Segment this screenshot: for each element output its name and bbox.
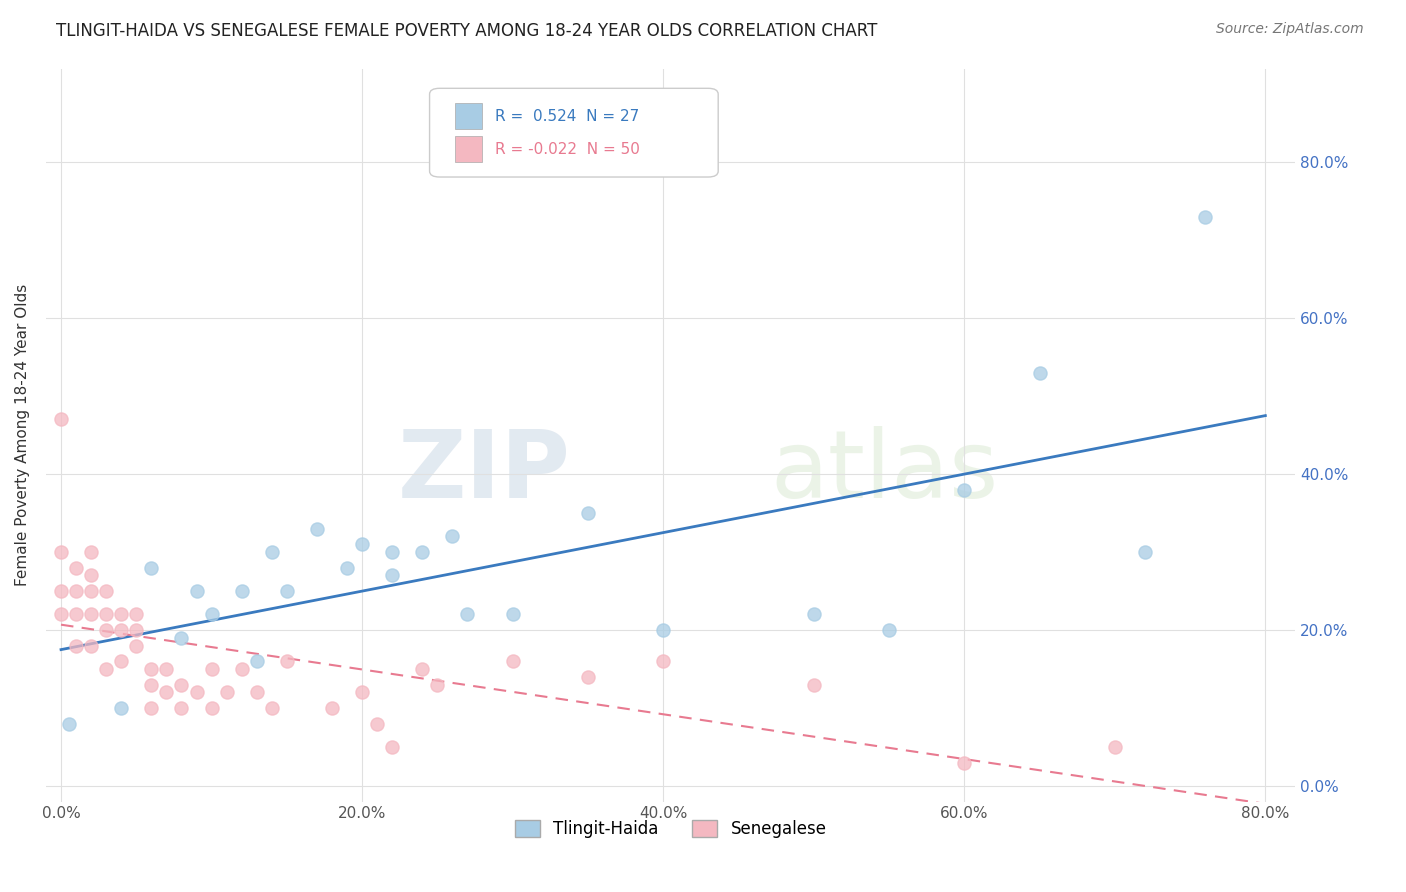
Point xyxy=(576,506,599,520)
Point xyxy=(125,607,148,622)
Point xyxy=(110,654,132,668)
Text: ZIP: ZIP xyxy=(398,425,571,517)
Point xyxy=(352,537,374,551)
Point xyxy=(96,584,118,599)
Text: Source: ZipAtlas.com: Source: ZipAtlas.com xyxy=(1216,22,1364,37)
Point xyxy=(49,607,72,622)
Text: R =  0.524  N = 27: R = 0.524 N = 27 xyxy=(495,109,638,124)
Point xyxy=(80,639,103,653)
Point xyxy=(96,662,118,676)
Point xyxy=(456,607,478,622)
Point xyxy=(80,584,103,599)
Point xyxy=(652,623,675,637)
Y-axis label: Female Poverty Among 18-24 Year Olds: Female Poverty Among 18-24 Year Olds xyxy=(15,284,30,586)
FancyBboxPatch shape xyxy=(430,88,718,177)
Point xyxy=(65,560,87,574)
Text: TLINGIT-HAIDA VS SENEGALESE FEMALE POVERTY AMONG 18-24 YEAR OLDS CORRELATION CHA: TLINGIT-HAIDA VS SENEGALESE FEMALE POVER… xyxy=(56,22,877,40)
Point xyxy=(200,607,222,622)
Point xyxy=(96,623,118,637)
Point xyxy=(1028,366,1050,380)
Point xyxy=(110,701,132,715)
FancyBboxPatch shape xyxy=(454,136,482,162)
Point xyxy=(141,662,163,676)
Point xyxy=(305,522,328,536)
Point xyxy=(276,584,298,599)
Point xyxy=(80,545,103,559)
Point xyxy=(502,607,524,622)
Text: R = -0.022  N = 50: R = -0.022 N = 50 xyxy=(495,142,640,157)
Point xyxy=(110,607,132,622)
Point xyxy=(652,654,675,668)
Point xyxy=(411,662,433,676)
Point xyxy=(426,677,449,691)
Point xyxy=(953,756,976,770)
Legend: Tlingit-Haida, Senegalese: Tlingit-Haida, Senegalese xyxy=(509,813,834,845)
Point xyxy=(803,607,825,622)
Point xyxy=(1133,545,1156,559)
Point xyxy=(96,607,118,622)
Point xyxy=(186,584,208,599)
Point xyxy=(576,670,599,684)
Point xyxy=(381,568,404,582)
Point xyxy=(260,701,283,715)
Point xyxy=(200,662,222,676)
Point xyxy=(65,584,87,599)
Point xyxy=(125,639,148,653)
Point xyxy=(65,607,87,622)
Point xyxy=(80,568,103,582)
Point xyxy=(276,654,298,668)
Point xyxy=(1104,739,1126,754)
Point xyxy=(502,654,524,668)
Point xyxy=(321,701,343,715)
Point xyxy=(49,584,72,599)
Point xyxy=(352,685,374,699)
Point xyxy=(246,685,269,699)
Point xyxy=(155,662,177,676)
Point xyxy=(49,545,72,559)
Point xyxy=(170,631,193,645)
Point xyxy=(141,677,163,691)
Point xyxy=(155,685,177,699)
Point xyxy=(877,623,900,637)
Point xyxy=(441,529,464,543)
Point xyxy=(366,716,388,731)
Point xyxy=(260,545,283,559)
Point xyxy=(170,677,193,691)
Point xyxy=(803,677,825,691)
Point xyxy=(200,701,222,715)
Text: atlas: atlas xyxy=(770,425,998,517)
Point xyxy=(80,607,103,622)
Point xyxy=(215,685,238,699)
Point xyxy=(186,685,208,699)
Point xyxy=(141,560,163,574)
Point xyxy=(381,739,404,754)
FancyBboxPatch shape xyxy=(454,103,482,129)
Point xyxy=(411,545,433,559)
Point xyxy=(125,623,148,637)
Point xyxy=(231,662,253,676)
Point xyxy=(141,701,163,715)
Point xyxy=(381,545,404,559)
Point xyxy=(110,623,132,637)
Point xyxy=(65,639,87,653)
Point xyxy=(58,716,80,731)
Point xyxy=(1194,210,1216,224)
Point xyxy=(170,701,193,715)
Point xyxy=(953,483,976,497)
Point xyxy=(246,654,269,668)
Point xyxy=(49,412,72,426)
Point xyxy=(336,560,359,574)
Point xyxy=(231,584,253,599)
